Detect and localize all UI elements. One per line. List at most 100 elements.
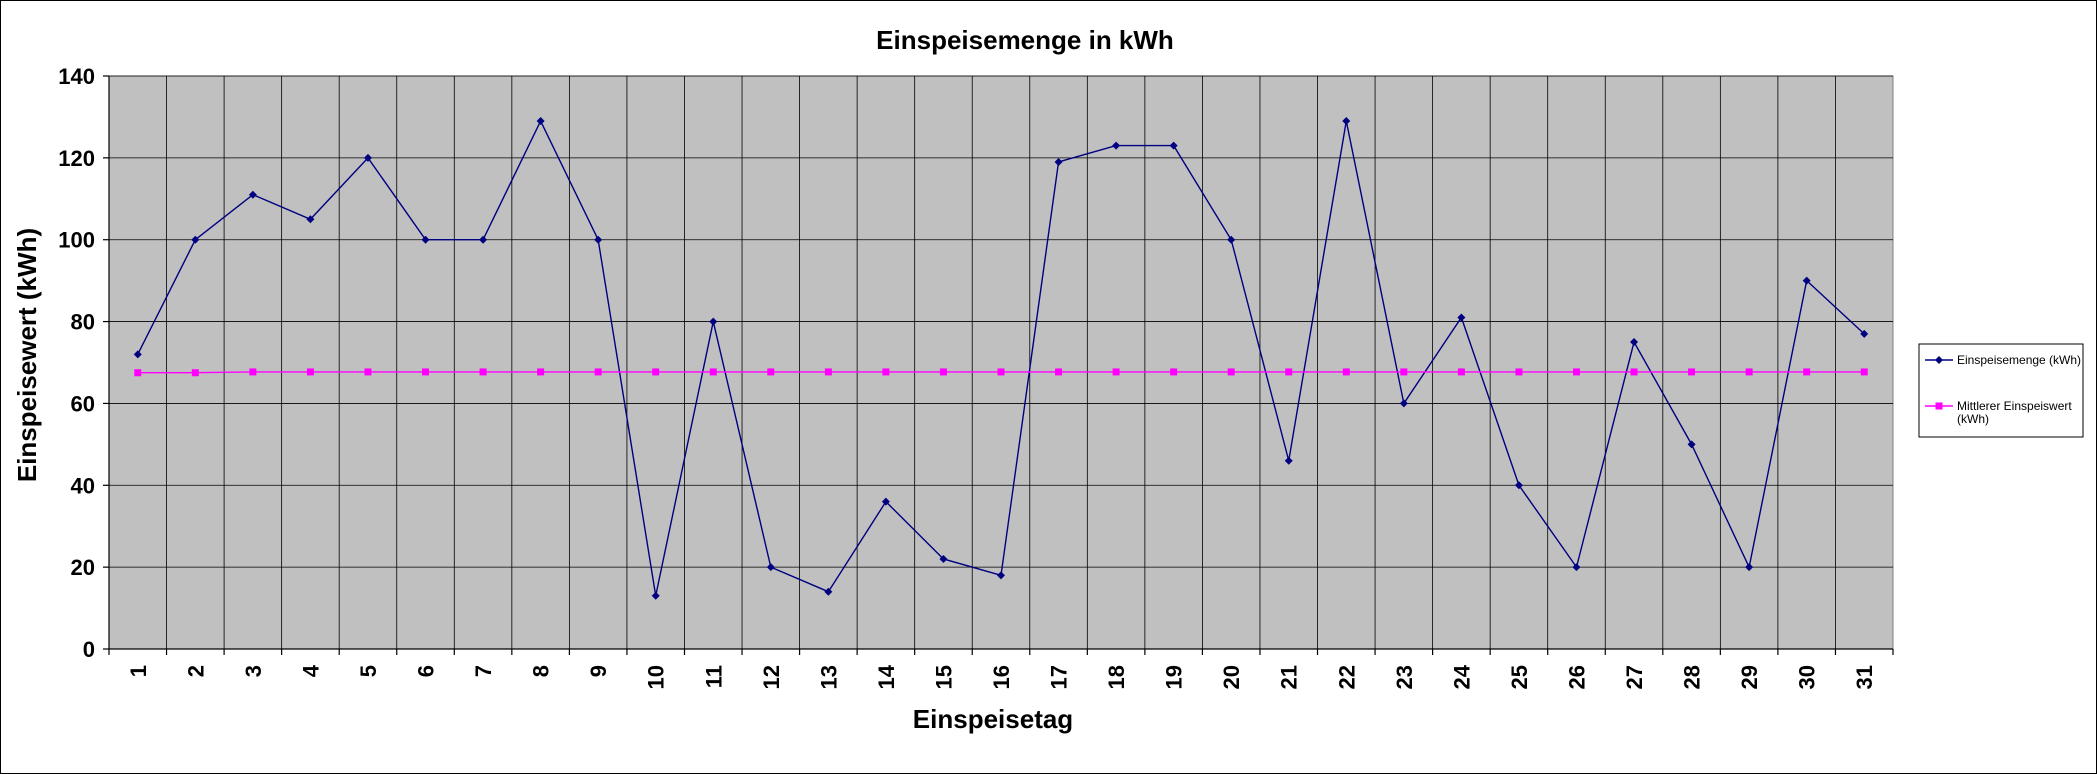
legend-label-1: Einspeisemenge (kWh) [1957,353,2081,367]
plot-background [108,75,1894,650]
series-1-point [248,190,257,199]
series-2-point [1745,368,1753,376]
y-tick-label: 0 [83,637,95,662]
x-tick-label: 17 [1047,665,1072,689]
chart-title: Einspeisemenge in kWh [876,25,1174,55]
x-tick-label: 6 [414,665,439,677]
x-tick-label: 30 [1795,665,1820,689]
series-2-point [1630,368,1638,376]
x-tick-label: 11 [701,665,726,688]
x-tick-label: 2 [183,665,208,677]
x-tick-label: 19 [1162,665,1187,689]
series-1-point [1227,235,1236,244]
series-1-point [997,571,1005,580]
series-1-point [363,153,372,162]
series-2-point [1803,368,1811,376]
y-tick-label: 80 [71,310,95,335]
x-tick-label: 28 [1680,665,1705,689]
x-tick-label: 31 [1852,665,1877,689]
legend-label-2: Mittlerer Einspeiswert [1957,399,2072,413]
x-tick-label: 23 [1392,665,1417,689]
series-1-point [536,117,545,126]
y-tick-label: 20 [71,555,95,580]
x-tick-label: 8 [529,665,554,677]
series-2-point [1055,368,1063,376]
series-1-point [1457,313,1466,322]
x-tick-label: 7 [471,665,496,677]
x-tick-label: 15 [931,665,956,689]
x-tick-label: 4 [298,664,323,677]
series-1-point [1399,399,1408,408]
x-tick-label: 10 [644,665,669,689]
series-2-point [1227,368,1235,376]
series-2-point [306,368,314,376]
legend-label-2: (kWh) [1957,412,1989,426]
series-1-point [1860,329,1869,338]
series-2-point [191,369,199,377]
series-1-point [766,563,775,572]
series-1-point [1802,276,1811,285]
series-1-point [191,235,200,244]
y-tick-label: 120 [58,146,95,171]
series-1-point [1169,141,1178,150]
series-2-point [134,369,142,377]
x-tick-label: 5 [356,665,381,677]
series-1-point [651,591,660,600]
legend-marker-2 [1935,402,1943,410]
y-tick-label: 140 [58,64,95,89]
series-1-point [881,497,890,506]
x-tick-label: 1 [126,665,151,677]
series-2-point [709,368,717,376]
x-tick-label: 13 [816,665,841,689]
series-2-point [767,368,775,376]
x-tick-label: 18 [1104,665,1129,689]
x-tick-label: 22 [1334,665,1359,689]
x-tick-label: 9 [586,665,611,677]
x-tick-label: 29 [1737,665,1762,689]
series-1-point [594,235,603,244]
legend-marker-1 [1935,356,1943,364]
series-2-point [1285,368,1293,376]
y-axis-title: Einspeisewert (kWh) [12,228,42,482]
y-tick-label: 100 [58,228,95,253]
x-tick-label: 25 [1507,665,1532,689]
series-1-point [479,235,488,244]
series-2-point [1860,368,1868,376]
series-2-point [1400,368,1408,376]
x-tick-label: 16 [989,665,1014,689]
series-2-point [882,368,890,376]
series-1-point [1745,563,1754,572]
series-1-point [824,587,833,596]
series-1-point [939,554,948,563]
series-1-point [1514,481,1523,490]
series-1-point [1342,117,1351,126]
x-axis-title: Einspeisetag [913,704,1073,734]
series-1-point [1284,456,1293,465]
series-2-point [594,368,602,376]
series-2-point [939,368,947,376]
series-1-point [421,235,430,244]
series-2-point [422,368,430,376]
series-1-point [1687,440,1696,449]
x-tick-label: 12 [759,665,784,689]
series-2-point [249,368,257,376]
series-1-point [1630,338,1639,347]
x-tick-label: 14 [874,664,899,689]
series-2-point [1515,368,1523,376]
series-1-point [1054,157,1063,166]
series-2-point [1112,368,1120,376]
series-2-point [1457,368,1465,376]
x-tick-label: 24 [1449,664,1474,689]
series-2-point [1572,368,1580,376]
series-2-point [652,368,660,376]
series-1-point [306,215,315,224]
series-2-point [1688,368,1696,376]
series-2-point [537,368,545,376]
series-2-point [364,368,372,376]
series-1-point [1112,141,1121,150]
series-2-point [1170,368,1178,376]
series-2-point [824,368,832,376]
series-1-point [1572,563,1581,572]
